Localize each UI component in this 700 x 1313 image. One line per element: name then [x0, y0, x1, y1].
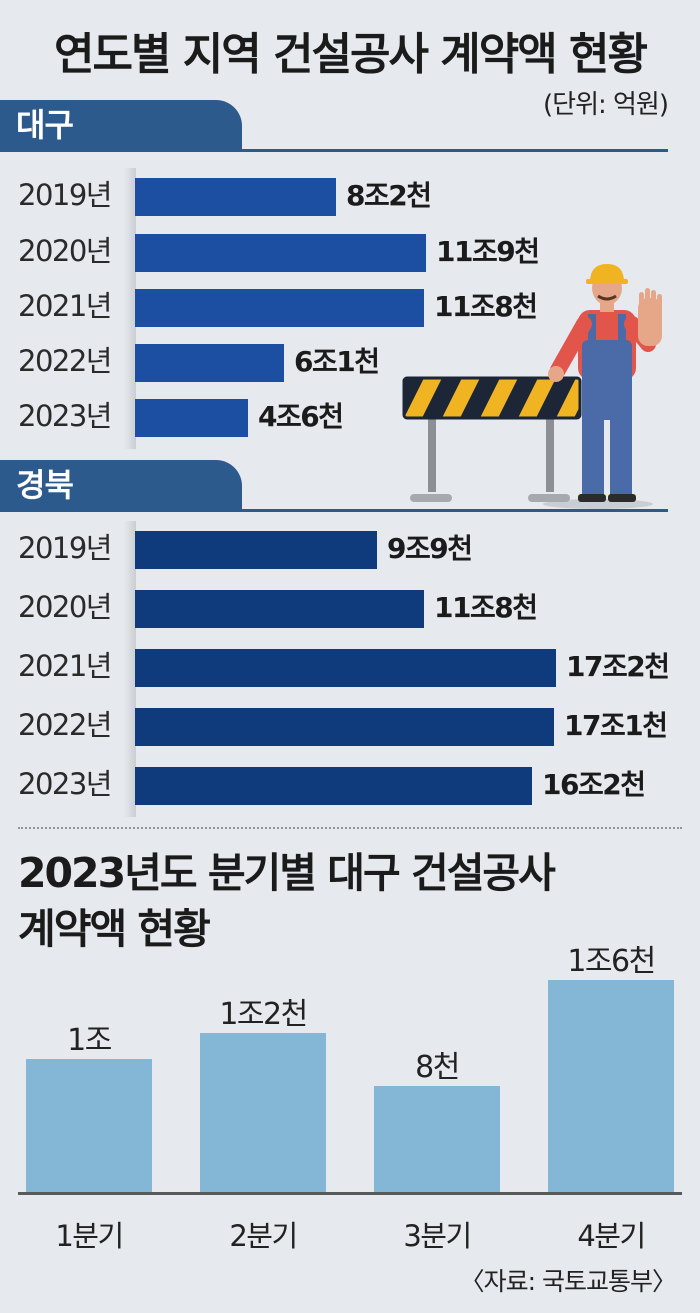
- bar-value-label: 1조2천: [219, 997, 308, 1032]
- bar-value-label: 4조6천: [258, 400, 344, 433]
- year-label: 2020년: [18, 590, 112, 624]
- source-note: 〈자료: 국토교통부〉: [459, 1267, 677, 1296]
- bar: [374, 1086, 500, 1192]
- year-label: 2020년: [18, 234, 112, 268]
- quarter-label: 3분기: [403, 1219, 472, 1253]
- bar-value-label: 1조: [67, 1023, 112, 1058]
- year-label: 2022년: [18, 708, 112, 742]
- bar: [200, 1033, 326, 1192]
- quarterly-baseline: [18, 1192, 682, 1195]
- bar-value-label: 16조2천: [542, 768, 646, 801]
- bar: [135, 399, 248, 437]
- axis-shadow: [124, 168, 136, 449]
- bar: [135, 649, 556, 687]
- bar-value-label: 1조6천: [567, 944, 656, 979]
- bar-value-label: 11조8천: [434, 591, 538, 624]
- unit-label: (단위: 억원): [543, 90, 669, 120]
- year-label: 2021년: [18, 289, 112, 323]
- region-tab-gyeongbuk: 경북: [0, 460, 242, 510]
- chart-title: 연도별 지역 건설공사 계약액 현황: [54, 29, 648, 80]
- region-divider-gyeongbuk: [0, 509, 668, 512]
- bar: [135, 289, 424, 327]
- region-tab-daegu: 대구: [0, 100, 242, 150]
- bar-value-label: 9조9천: [387, 532, 473, 565]
- quarterly-chart-title: 2023년도 분기별 대구 건설공사 계약액 현황: [18, 849, 556, 953]
- axis-shadow: [124, 521, 136, 817]
- bar: [135, 234, 426, 272]
- quarter-label: 4분기: [577, 1219, 646, 1253]
- region-divider-daegu: [0, 149, 668, 152]
- bar-value-label: 6조1천: [294, 345, 380, 378]
- year-label: 2019년: [18, 178, 112, 212]
- bar-value-label: 8조2천: [346, 179, 432, 212]
- year-label: 2023년: [18, 399, 112, 433]
- year-label: 2021년: [18, 649, 112, 683]
- quarter-label: 1분기: [55, 1219, 124, 1253]
- bar-value-label: 11조9천: [436, 235, 540, 268]
- year-label: 2022년: [18, 344, 112, 378]
- bar: [135, 767, 532, 805]
- bar: [135, 708, 554, 746]
- bar: [135, 590, 424, 628]
- bar-value-label: 17조2천: [566, 650, 670, 683]
- section-divider: [18, 827, 682, 829]
- year-label: 2019년: [18, 531, 112, 565]
- bar: [135, 178, 336, 216]
- bar: [548, 980, 674, 1192]
- quarter-label: 2분기: [229, 1219, 298, 1253]
- year-label: 2023년: [18, 767, 112, 801]
- bar: [135, 344, 284, 382]
- bar-value-label: 11조8천: [434, 290, 538, 323]
- bar-value-label: 8천: [415, 1050, 460, 1085]
- bar: [135, 531, 377, 569]
- bar-value-label: 17조1천: [564, 709, 668, 742]
- bar: [26, 1059, 152, 1192]
- construction-worker-with-barrier-icon: [402, 264, 662, 509]
